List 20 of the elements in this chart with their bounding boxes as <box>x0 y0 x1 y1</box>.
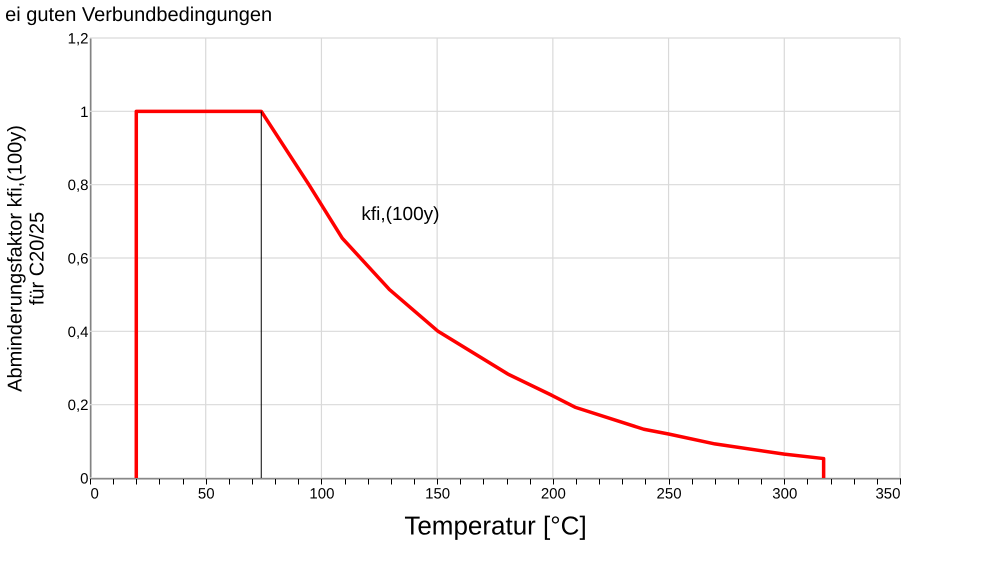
y-tick-label: 0,4 <box>68 324 88 341</box>
y-tick-label: 0 <box>80 470 88 488</box>
annotation: kfi,(100y) <box>361 204 440 225</box>
y-tick-label: 0,2 <box>68 397 88 414</box>
x-axis-title: Temperatur [°C] <box>404 510 587 540</box>
chart-title: ei guten Verbundbedingungen <box>5 4 272 26</box>
y-tick-label: 1,2 <box>68 30 88 48</box>
y-tick-label: 0,6 <box>68 250 88 268</box>
x-tick-label: 250 <box>656 486 682 502</box>
y-tick-label: 1 <box>80 104 88 121</box>
y-tick-label: 0,8 <box>68 177 88 194</box>
y-axis-title: Abminderungsfaktor kfi,(100y) für C20/25 <box>4 125 49 392</box>
line-series <box>134 110 826 480</box>
x-tick-label: 350 <box>875 486 900 502</box>
x-tick-label: 0 <box>90 486 99 502</box>
x-tick-label: 150 <box>425 486 450 502</box>
x-tick-label: 200 <box>540 486 566 502</box>
x-tick-label: 50 <box>198 486 215 502</box>
x-tick-label: 300 <box>772 486 798 502</box>
x-tick-label: 100 <box>309 486 334 502</box>
